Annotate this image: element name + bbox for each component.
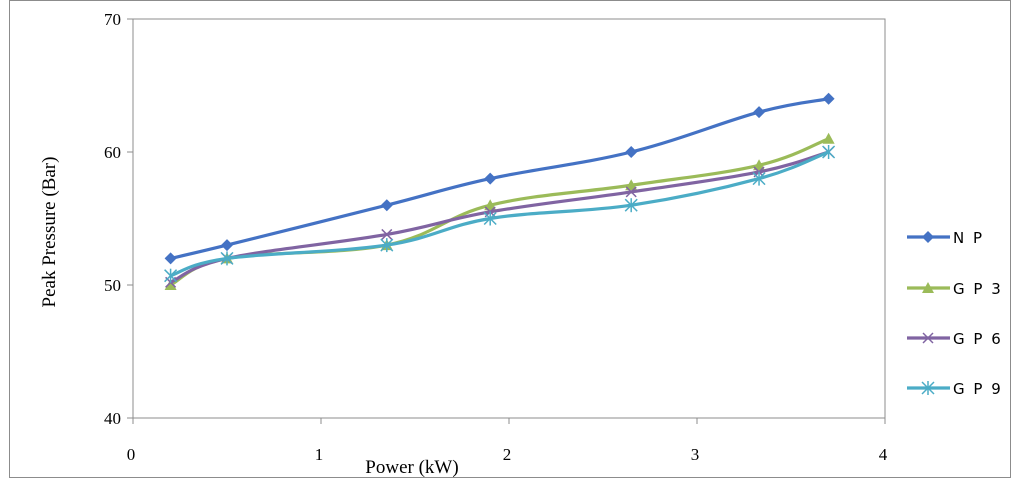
legend-label: N P [953, 229, 984, 247]
data-point [753, 106, 766, 119]
x-axis: 0 1 2 3 4 [127, 418, 888, 464]
data-point [624, 198, 638, 213]
data-point [164, 252, 177, 265]
data-point [221, 239, 233, 252]
series-4 [164, 145, 836, 283]
legend-item: N P [907, 229, 984, 247]
series-layer [164, 92, 836, 290]
data-point [164, 279, 177, 290]
legend-item: G P 3 [907, 280, 1003, 298]
y-tick-label: 60 [104, 143, 121, 162]
legend: N P G P 3 G P 6 G P 9 [907, 229, 1003, 398]
plot-area [132, 18, 886, 419]
y-axis-title: Peak Pressure (Bar) [39, 157, 60, 308]
data-point [380, 199, 393, 212]
legend-marker [921, 381, 935, 395]
data-point [484, 199, 497, 211]
x-tick-label: 2 [503, 445, 512, 464]
data-point [822, 132, 835, 144]
y-tick-label: 70 [104, 10, 121, 29]
data-point [822, 145, 836, 159]
data-point [220, 251, 234, 266]
legend-marker [922, 231, 934, 243]
data-point [752, 171, 766, 186]
legend-label: G P 3 [953, 280, 1003, 298]
data-point [484, 172, 497, 185]
data-point [625, 146, 638, 158]
legend-label: G P 6 [953, 330, 1003, 348]
legend-item: G P 9 [907, 380, 1003, 398]
y-tick-label: 40 [104, 409, 121, 428]
legend-marker [922, 282, 934, 293]
y-tick-label: 50 [104, 276, 121, 295]
data-point [381, 228, 393, 240]
data-point [380, 238, 394, 253]
legend-item: G P 6 [907, 330, 1003, 348]
data-point [164, 268, 178, 283]
legend-marker [922, 332, 934, 344]
data-point [822, 92, 835, 105]
y-axis: 40 50 60 70 [104, 10, 133, 428]
x-tick-label: 4 [879, 445, 888, 464]
data-point [483, 211, 497, 226]
x-axis-title: Power (kW) [365, 457, 458, 478]
data-point [625, 179, 638, 191]
x-tick-label: 3 [691, 445, 700, 464]
x-tick-label: 1 [315, 445, 324, 464]
chart-frame [9, 0, 1011, 478]
data-point [753, 159, 766, 171]
legend-label: G P 9 [953, 380, 1003, 398]
data-point [625, 186, 637, 198]
x-tick-label: 0 [127, 445, 136, 464]
series-1 [164, 92, 835, 265]
